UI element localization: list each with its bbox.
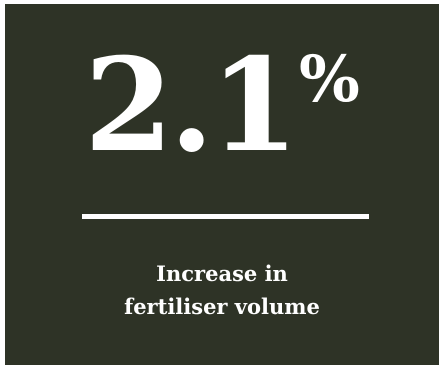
divider bbox=[82, 214, 369, 219]
caption-line-1: Increase in bbox=[156, 261, 288, 286]
stat-value: 2.1 bbox=[84, 31, 299, 181]
caption-line-2: fertiliser volume bbox=[124, 294, 320, 319]
stat-caption: Increase in fertiliser volume bbox=[5, 257, 439, 323]
stat-unit: % bbox=[298, 42, 360, 117]
stat-card: 2.1% Increase in fertiliser volume bbox=[5, 4, 439, 365]
stat-figure: 2.1% bbox=[5, 42, 439, 170]
